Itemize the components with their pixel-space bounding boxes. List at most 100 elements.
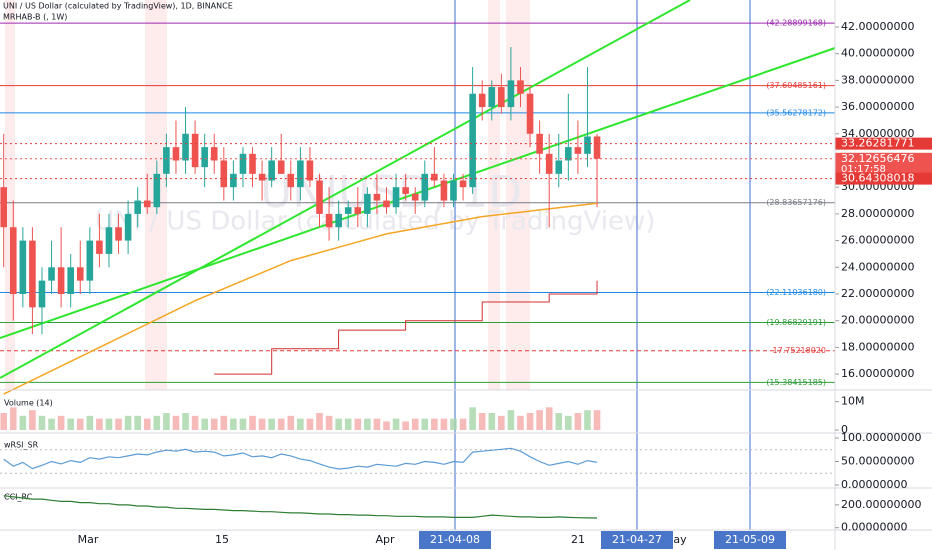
- price-badge: [835, 172, 932, 185]
- volume-bar: [526, 413, 534, 430]
- candle-body: [306, 160, 314, 181]
- volume-bar: [29, 410, 36, 430]
- volume-bar: [411, 418, 419, 430]
- candle-body: [584, 136, 591, 154]
- volume-bar: [565, 415, 572, 430]
- candle-body: [230, 173, 237, 188]
- level-label: (37.60485161): [766, 81, 826, 90]
- price-badge: [835, 137, 932, 150]
- candle-body: [191, 133, 199, 168]
- pane-title: wRSI_SR: [4, 441, 39, 450]
- watermark-sub: UNI / US Dollar (calculated by TradingVi…: [95, 207, 655, 237]
- volume-bar: [431, 418, 438, 430]
- y-tick-label: 40.00000000: [841, 47, 914, 60]
- y-tick-label: 34.00000000: [841, 127, 914, 140]
- mrhab-step: [214, 280, 598, 375]
- volume-bar: [153, 415, 161, 430]
- x-tick-label: 21-04-27: [612, 533, 662, 546]
- y-tick-label: 0.00000000: [841, 478, 907, 491]
- candle-body: [86, 240, 94, 281]
- volume-bar: [210, 418, 218, 430]
- y-tick-label: 10M: [841, 395, 865, 408]
- x-label-box: [601, 531, 673, 549]
- x-tick-label: 21-04-08: [430, 533, 480, 546]
- level-label: (35.56278172): [766, 108, 826, 117]
- candle-body: [29, 240, 36, 308]
- level-label: (28.83657176): [766, 198, 826, 207]
- volume-bar: [574, 413, 582, 430]
- x-tick-label: Apr: [375, 533, 395, 546]
- session-band: [506, 0, 530, 390]
- level-label: (19.86829191): [766, 318, 826, 327]
- candle-body: [201, 147, 208, 168]
- y-tick-label: 24.00000000: [841, 260, 914, 273]
- price-badge-label: 32.12656476: [841, 152, 914, 165]
- volume-bar: [354, 418, 362, 430]
- candle-body: [96, 240, 103, 254]
- candle-body: [545, 153, 553, 174]
- volume-bar: [402, 421, 409, 430]
- price-badge-label: 30.64308018: [841, 172, 914, 185]
- candle-body: [402, 187, 409, 194]
- volume-bar: [287, 415, 295, 430]
- volume-bar: [593, 410, 601, 430]
- level-label: (15.38415185): [766, 378, 826, 387]
- candle-body: [344, 207, 352, 214]
- candle-body: [76, 267, 84, 281]
- y-tick-label: 18.00000000: [841, 340, 914, 353]
- x-tick-label: 15: [215, 533, 229, 546]
- volume-bar: [143, 418, 151, 430]
- volume-bar: [172, 415, 180, 430]
- volume-bar: [0, 413, 7, 430]
- countdown: 01:17:58: [841, 164, 886, 175]
- candle-body: [498, 87, 505, 108]
- volume-bar: [277, 418, 285, 430]
- session-band: [5, 0, 15, 390]
- volume-bar: [220, 415, 228, 430]
- volume-bar: [306, 418, 314, 430]
- volume-bar: [297, 418, 304, 430]
- y-tick-label: 100.00000000: [841, 431, 921, 444]
- y-tick-label: 28.00000000: [841, 207, 914, 220]
- y-tick-label: 42.00000000: [841, 20, 914, 33]
- volume-bar: [316, 413, 323, 430]
- candle-body: [182, 133, 189, 161]
- x-label-box: [419, 531, 491, 549]
- candle-body: [277, 160, 285, 174]
- candle-body: [115, 227, 122, 241]
- volume-bar: [115, 418, 122, 430]
- candle-body: [325, 213, 333, 228]
- candle-body: [507, 80, 515, 108]
- y-tick-label: 0: [841, 423, 848, 436]
- price-badge-label: 33.26281771: [841, 137, 914, 150]
- x-tick-label: 21: [571, 533, 585, 546]
- candle-body: [555, 160, 563, 174]
- candle-body: [249, 153, 256, 174]
- volume-bar: [57, 415, 65, 430]
- volume-bar: [450, 418, 457, 430]
- volume-bar: [488, 413, 496, 430]
- x-label-box: [714, 531, 786, 549]
- volume-bar: [440, 418, 448, 430]
- candle-body: [383, 200, 390, 208]
- level-label: (42.28899168): [766, 19, 826, 28]
- candle-body: [593, 136, 601, 159]
- volume-bar: [258, 418, 266, 430]
- candle-body: [67, 267, 74, 295]
- volume-bar: [182, 413, 189, 430]
- volume-bar: [76, 418, 84, 430]
- candle-body: [163, 147, 170, 174]
- x-tick-label: 21-05-09: [725, 533, 775, 546]
- candle-body: [354, 207, 362, 214]
- price-badge: [835, 152, 932, 175]
- candle-body: [124, 213, 132, 241]
- volume-bar: [86, 415, 94, 430]
- moving-average: [3, 202, 598, 395]
- chart-title: UNI / US Dollar (calculated by TradingVi…: [3, 2, 233, 11]
- y-tick-label: 20.00000000: [841, 314, 914, 327]
- volume-bar: [325, 415, 333, 430]
- volume-bar: [249, 415, 256, 430]
- volume-bar: [96, 418, 103, 430]
- candle-body: [143, 200, 151, 208]
